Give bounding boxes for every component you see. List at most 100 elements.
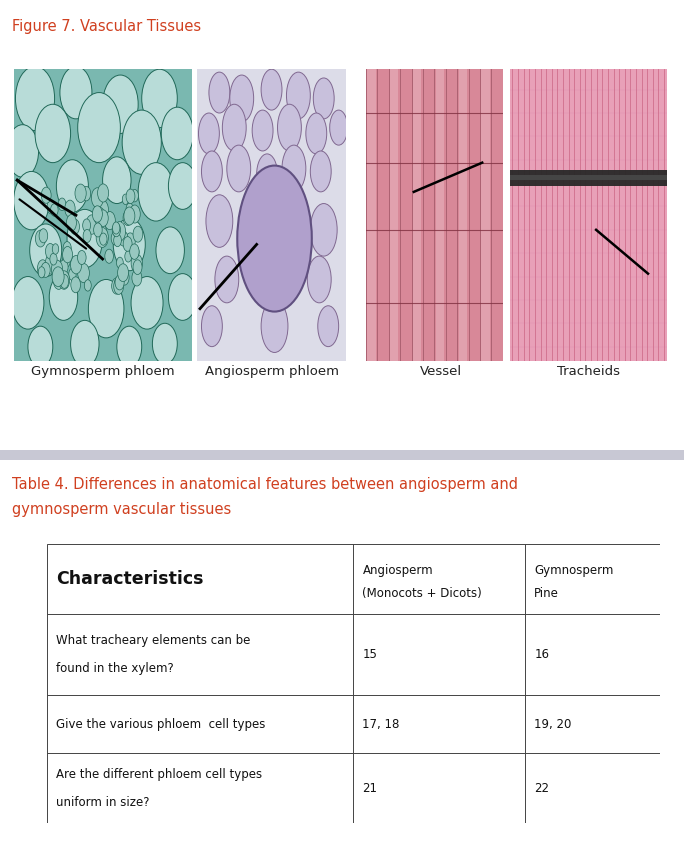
Text: (Monocots + Dicots): (Monocots + Dicots) [363,587,482,599]
Circle shape [68,268,76,280]
Text: Characteristics: Characteristics [55,571,203,588]
Circle shape [78,263,90,283]
Circle shape [131,247,137,257]
Circle shape [97,225,107,241]
Circle shape [82,187,91,201]
Circle shape [41,262,50,278]
Text: 19, 20: 19, 20 [534,717,572,731]
Circle shape [123,210,133,225]
Circle shape [112,222,120,234]
Circle shape [168,273,197,321]
Circle shape [307,256,331,303]
Text: gymnosperm vascular tissues: gymnosperm vascular tissues [12,502,232,517]
Circle shape [112,223,120,237]
Bar [436,69,444,361]
Circle shape [222,105,246,151]
Circle shape [65,200,75,217]
Text: Gymnosperm: Gymnosperm [534,565,614,577]
Text: Are the different phloem cell types: Are the different phloem cell types [55,768,262,781]
Circle shape [104,212,116,230]
Circle shape [53,272,64,289]
Circle shape [62,246,73,262]
Circle shape [84,279,91,291]
Circle shape [77,251,86,264]
Circle shape [126,203,133,214]
Circle shape [7,125,38,177]
Circle shape [125,233,135,250]
Bar [510,175,667,180]
Circle shape [237,165,312,311]
Circle shape [133,260,142,274]
Text: 22: 22 [534,782,549,794]
Circle shape [66,214,77,231]
Circle shape [45,243,55,259]
Circle shape [114,234,121,246]
Text: Table 4. Differences in anatomical features between angiosperm and: Table 4. Differences in anatomical featu… [12,477,518,492]
Circle shape [111,231,120,245]
Circle shape [97,202,107,218]
Circle shape [117,326,142,367]
Circle shape [70,321,99,367]
Circle shape [28,326,53,367]
Circle shape [133,226,143,242]
Circle shape [45,254,57,274]
Circle shape [282,145,306,192]
Circle shape [122,194,129,204]
Circle shape [105,249,114,263]
Circle shape [70,256,81,274]
Circle shape [62,254,70,268]
Bar [413,69,421,361]
Circle shape [98,210,108,226]
Circle shape [114,226,125,245]
Circle shape [138,163,174,221]
Circle shape [51,260,63,279]
Text: Vessel: Vessel [420,365,462,378]
Circle shape [156,227,185,273]
Text: Gymnosperm phloem: Gymnosperm phloem [31,365,174,378]
Circle shape [67,209,103,268]
Circle shape [52,244,59,254]
Circle shape [168,163,197,209]
Circle shape [120,270,129,285]
Circle shape [126,189,135,203]
Circle shape [114,277,122,289]
Circle shape [124,251,132,262]
Circle shape [63,241,71,255]
Circle shape [132,270,142,286]
Circle shape [287,72,311,119]
Circle shape [252,110,273,151]
Circle shape [119,231,128,246]
Circle shape [116,257,123,268]
Text: Pine: Pine [534,587,559,599]
Bar [510,170,667,186]
Circle shape [124,207,135,225]
Circle shape [103,157,131,203]
Circle shape [47,200,55,214]
Circle shape [94,223,102,237]
Circle shape [227,145,250,192]
Circle shape [78,93,120,163]
Circle shape [311,151,331,192]
Circle shape [111,278,122,295]
Circle shape [123,236,132,252]
Circle shape [51,203,58,216]
Circle shape [130,244,139,259]
Circle shape [118,264,129,282]
Circle shape [92,206,103,222]
Circle shape [12,277,44,329]
Circle shape [94,207,105,225]
Circle shape [318,306,339,347]
Text: Figure 7. Vascular Tissues: Figure 7. Vascular Tissues [12,19,201,34]
Circle shape [75,184,86,203]
Circle shape [313,78,334,119]
Circle shape [114,222,126,241]
Circle shape [71,277,81,293]
Circle shape [161,107,194,160]
Text: 15: 15 [363,648,378,661]
Circle shape [114,279,124,295]
Circle shape [202,306,222,347]
Circle shape [88,279,124,338]
Circle shape [50,253,57,265]
Circle shape [131,190,138,202]
Circle shape [70,219,79,235]
